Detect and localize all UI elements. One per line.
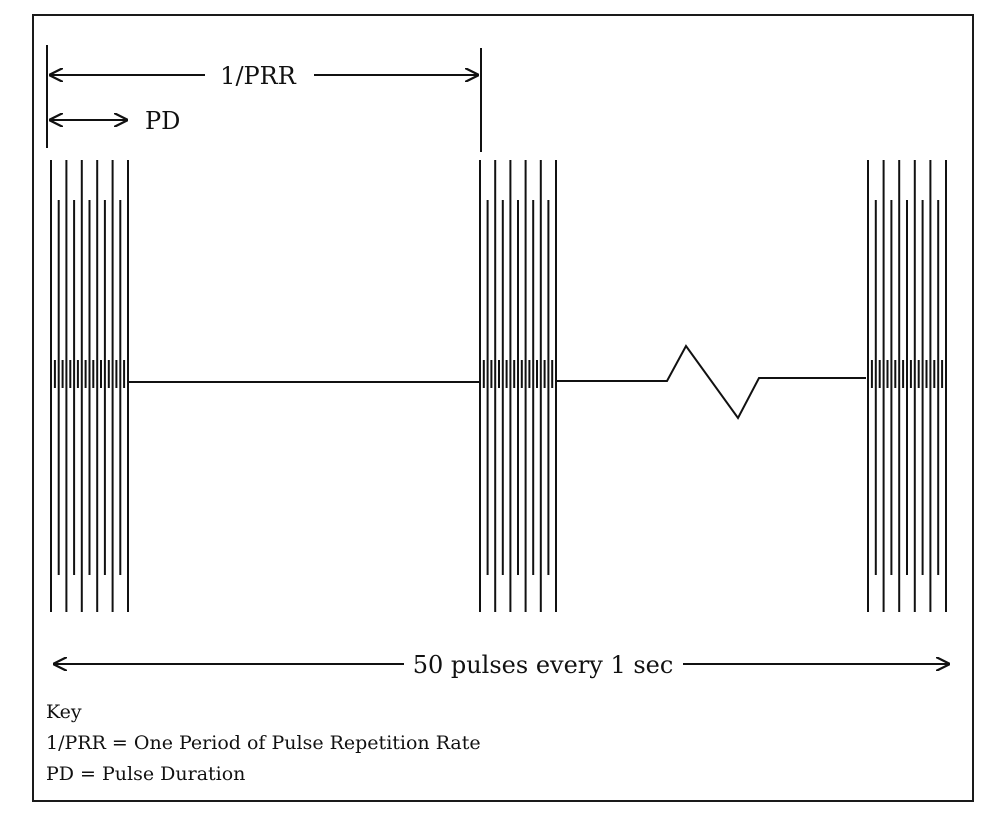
key-title: Key (46, 701, 82, 723)
pulse-duration-label: PD (145, 107, 180, 135)
key-line-period: 1/PRR = One Period of Pulse Repetition R… (46, 732, 481, 754)
pulse-burst-2 (479, 160, 557, 612)
key-legend: Key 1/PRR = One Period of Pulse Repetiti… (46, 697, 481, 790)
pulse-burst-3 (867, 160, 947, 612)
baseline-break (556, 344, 866, 420)
key-line-duration: PD = Pulse Duration (46, 763, 246, 785)
period-label: 1/PRR (220, 62, 297, 90)
rate-label: 50 pulses every 1 sec (413, 651, 674, 679)
pulse-burst-1 (50, 160, 129, 612)
